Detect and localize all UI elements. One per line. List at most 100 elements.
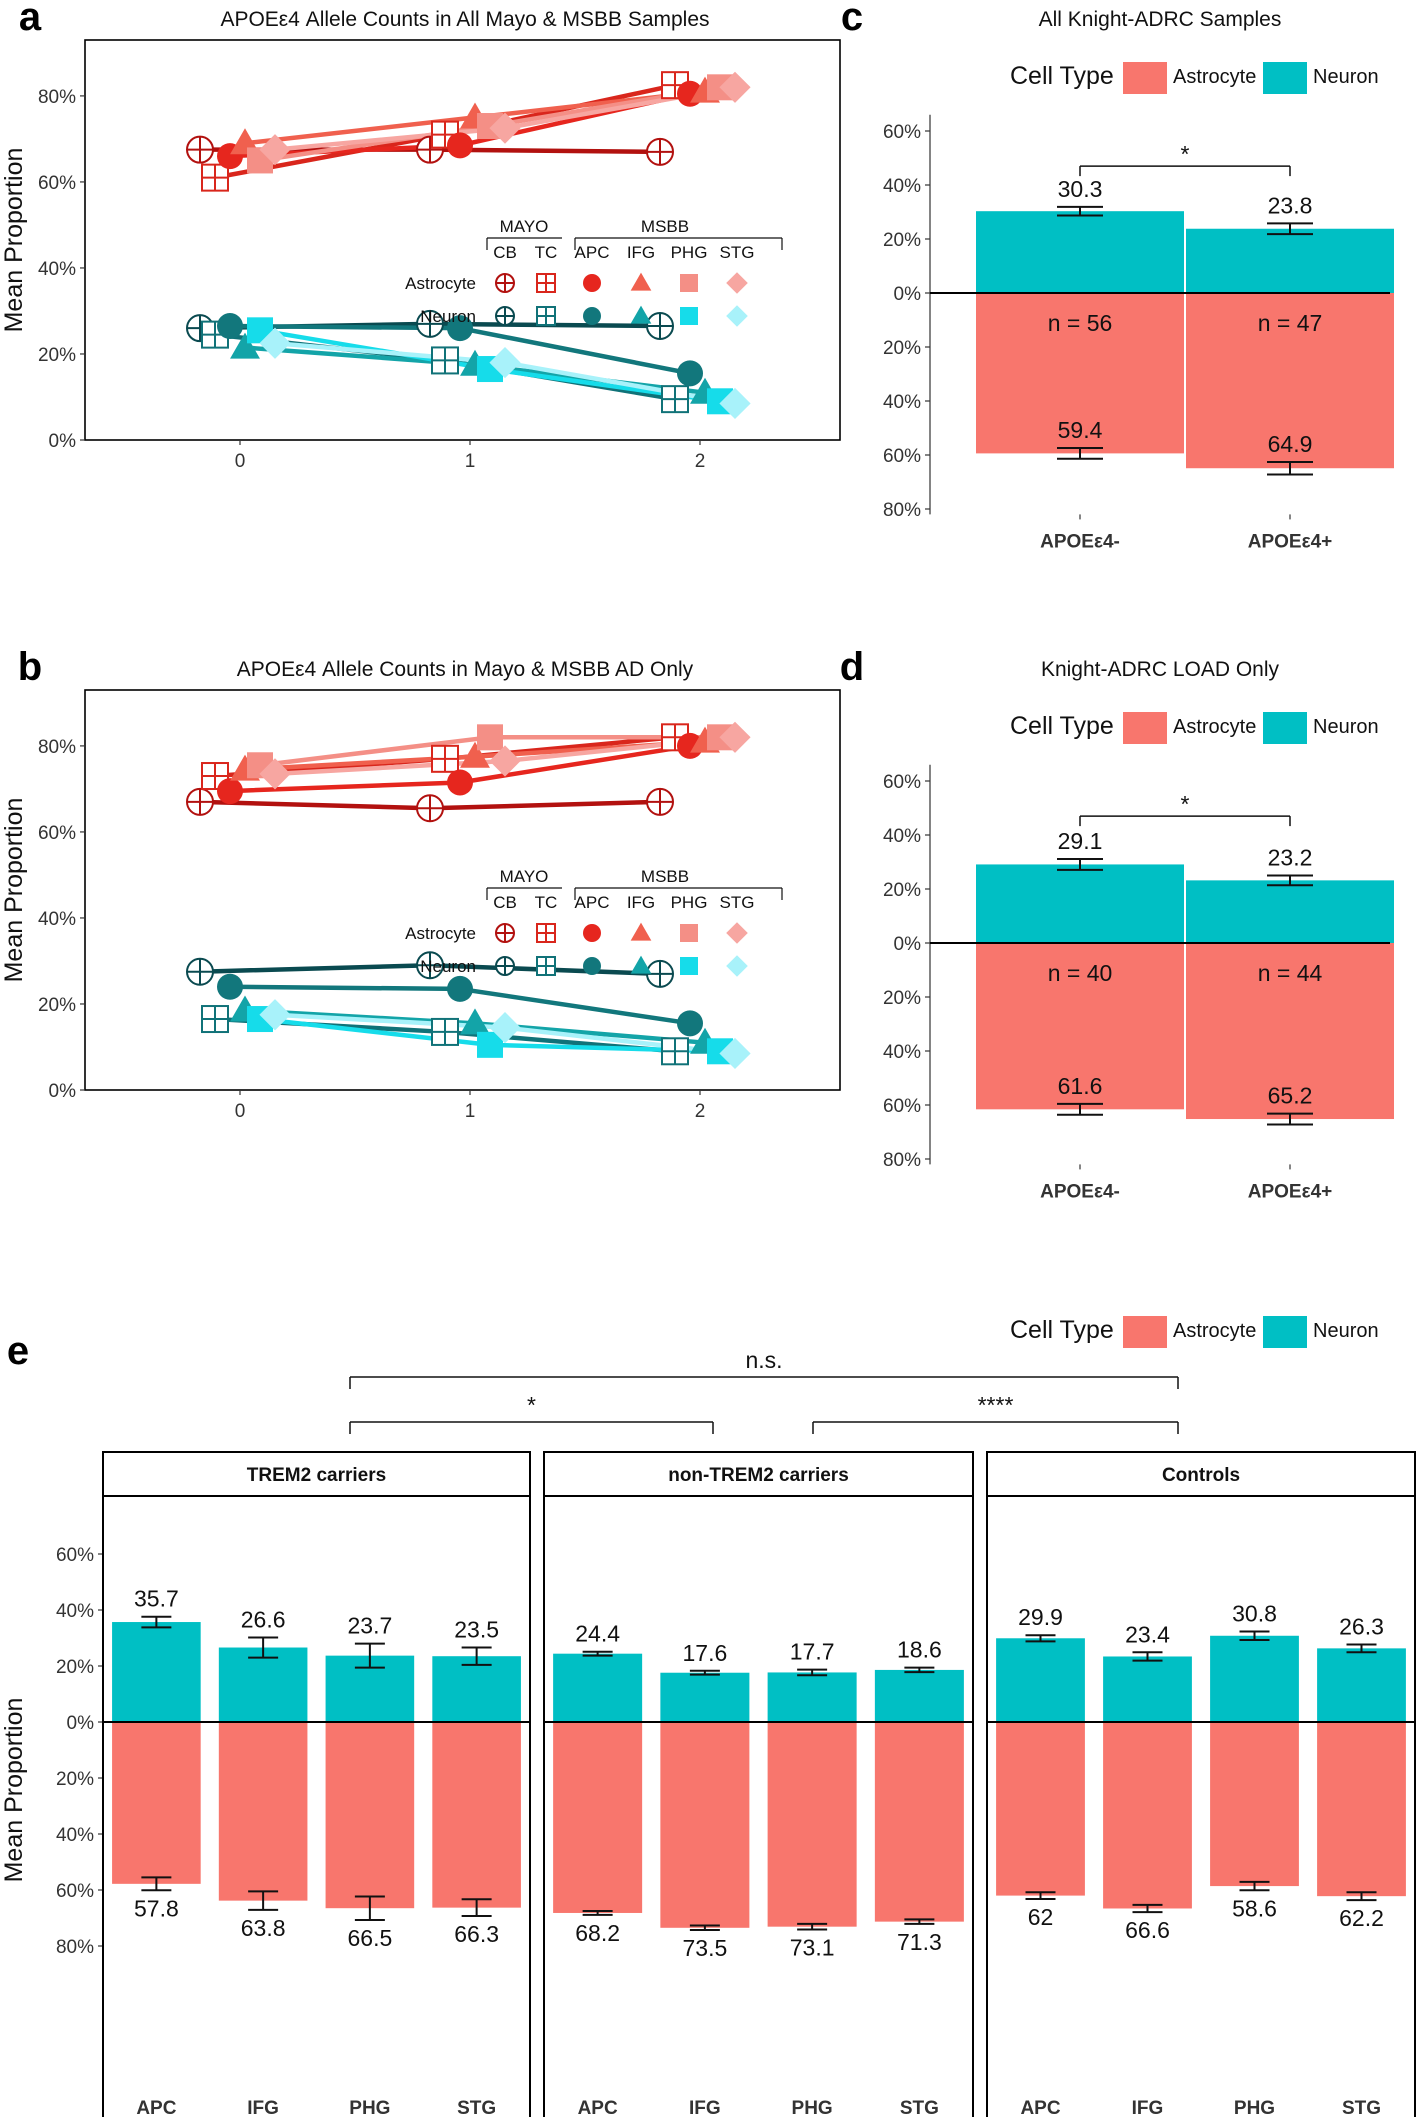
n-label: n = 56 <box>1048 310 1113 336</box>
x-tick-label: APOEε4+ <box>1248 1181 1333 1202</box>
y-tick-label: 60% <box>883 446 921 467</box>
value-label-astrocyte: 65.2 <box>1268 1083 1313 1109</box>
x-tick-label: IFG <box>689 2098 721 2117</box>
legend-key <box>726 305 748 327</box>
x-tick-label: APOEε4- <box>1040 1181 1120 1202</box>
y-tick-label: 80% <box>883 500 921 521</box>
legend-key-tri <box>630 305 652 324</box>
value-label-astrocyte: 57.8 <box>134 1895 179 1921</box>
value-label-neuron: 29.1 <box>1058 828 1103 854</box>
facet-panel <box>986 1451 1416 2117</box>
x-tick-label: PHG <box>792 2098 833 2117</box>
data-point <box>719 721 751 753</box>
bar-neuron <box>660 1672 750 1722</box>
x-tick-label: PHG <box>349 2098 390 2117</box>
data-point <box>447 769 473 796</box>
legend-key-tri <box>630 922 652 941</box>
legend-region: TC <box>535 243 558 262</box>
y-axis-label: Mean Proportion <box>0 1698 28 1883</box>
legend-key-neuron <box>1263 712 1307 744</box>
y-tick-label: 20% <box>883 988 921 1009</box>
legend-key <box>536 956 556 976</box>
legend-group-mayo: MAYO <box>500 867 549 886</box>
data-point-dia <box>489 745 521 777</box>
legend-key-dot <box>583 307 601 325</box>
legend-region: STG <box>720 893 755 912</box>
value-label-neuron: 30.8 <box>1232 1601 1277 1627</box>
bar-astrocyte <box>767 1722 857 1927</box>
data-point-tri <box>460 741 490 768</box>
chart-title: APOEε4 Allele Counts in All Mayo & MSBB … <box>220 8 709 31</box>
data-point <box>460 741 490 768</box>
data-point-dot <box>217 778 243 805</box>
facet-strip-label: TREM2 carriers <box>247 1465 386 1486</box>
value-label-astrocyte: 63.8 <box>241 1915 286 1941</box>
data-point <box>186 957 214 986</box>
chart-title: Knight-ADRC LOAD Only <box>1041 658 1280 681</box>
legend-region: PHG <box>671 243 708 262</box>
x-tick-label: 0 <box>235 451 246 472</box>
data-point <box>186 787 214 816</box>
bar-astrocyte <box>1317 1722 1406 1897</box>
y-tick-label: 40% <box>883 1042 921 1063</box>
legend-label-astrocyte: Astrocyte <box>1173 66 1256 88</box>
value-label-astrocyte: 64.9 <box>1268 431 1313 457</box>
data-point-tri <box>230 332 260 359</box>
legend-key-dia <box>726 922 748 944</box>
data-point <box>677 1010 703 1037</box>
value-label-astrocyte: 61.6 <box>1058 1073 1103 1099</box>
y-tick-label: 0% <box>894 934 922 955</box>
data-point-dia <box>259 758 291 790</box>
legend-region: CB <box>493 893 517 912</box>
panel-label-c: c <box>841 0 863 39</box>
legend-label-neuron: Neuron <box>1313 716 1379 738</box>
y-tick-label: 60% <box>883 1096 921 1117</box>
facet-panel <box>543 1451 974 2117</box>
legend-row-neuron: Neuron <box>420 957 476 976</box>
x-tick-label: APC <box>136 2098 176 2117</box>
data-point <box>677 360 703 387</box>
legend-group-msbb: MSBB <box>641 217 689 236</box>
bar-astrocyte <box>1210 1722 1299 1887</box>
bar-neuron <box>767 1672 857 1722</box>
bar-neuron <box>1103 1656 1192 1722</box>
sig-label: * <box>1181 791 1190 817</box>
bar-neuron <box>218 1647 308 1722</box>
bar-neuron <box>976 211 1184 293</box>
data-point <box>646 959 674 988</box>
y-tick-label: 40% <box>56 1825 94 1846</box>
value-label-astrocyte: 66.6 <box>1125 1917 1170 1943</box>
value-label-astrocyte: 73.5 <box>682 1935 727 1961</box>
x-tick-label: IFG <box>1132 2098 1164 2117</box>
data-point <box>447 975 473 1002</box>
y-tick-label: 0% <box>894 284 922 305</box>
data-point <box>416 951 444 980</box>
y-tick-label: 60% <box>56 1881 94 1902</box>
bar-astrocyte <box>976 293 1184 454</box>
bar-neuron <box>976 864 1184 943</box>
data-point <box>477 724 503 751</box>
data-point <box>217 313 243 340</box>
facet-strip-label: Controls <box>1162 1465 1240 1486</box>
data-point <box>489 745 521 777</box>
n-label: n = 40 <box>1048 960 1113 986</box>
x-tick-label: 1 <box>465 1101 476 1122</box>
y-tick-label: 20% <box>883 338 921 359</box>
x-tick-label: APC <box>1020 2098 1060 2117</box>
value-label-neuron: 17.6 <box>682 1640 727 1666</box>
chart-title: APOEε4 Allele Counts in Mayo & MSBB AD O… <box>237 658 694 681</box>
bar-astrocyte <box>1103 1722 1192 1909</box>
legend-key-tri <box>630 272 652 291</box>
legend-region: APC <box>575 243 610 262</box>
data-point-dia <box>719 387 751 420</box>
bar-neuron <box>1317 1648 1406 1722</box>
data-point-dia <box>719 71 751 103</box>
y-tick-label: 40% <box>38 909 76 930</box>
y-tick-label: 0% <box>49 1081 77 1102</box>
y-tick-label: 60% <box>883 122 921 143</box>
data-point <box>489 1012 521 1044</box>
value-label-astrocyte: 68.2 <box>575 1920 620 1946</box>
bar-astrocyte <box>874 1722 964 1922</box>
n-label: n = 47 <box>1258 310 1323 336</box>
